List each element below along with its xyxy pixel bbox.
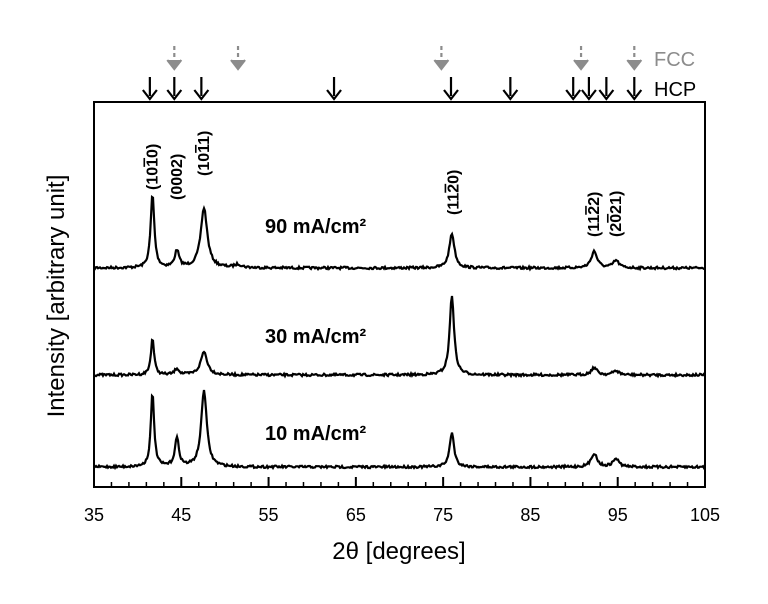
svg-text:(1011): (1011) bbox=[196, 131, 213, 176]
svg-text:(1120): (1120) bbox=[446, 170, 463, 215]
hcp-marker-arrow bbox=[598, 77, 615, 101]
hcp-marker-arrow bbox=[166, 77, 183, 101]
x-tick-label: 65 bbox=[346, 505, 366, 525]
hcp-marker-arrow bbox=[581, 77, 597, 101]
svg-text:(1122): (1122) bbox=[586, 192, 603, 237]
hcp-marker-arrow bbox=[626, 77, 643, 101]
svg-text:(0002): (0002) bbox=[169, 154, 186, 200]
fcc-marker-arrow bbox=[573, 46, 589, 71]
series-curve bbox=[92, 194, 706, 272]
y-axis-title: Intensity [arbitrary unit] bbox=[43, 175, 70, 418]
legend-fcc-label: FCC bbox=[654, 49, 695, 71]
peak-label: (0002) bbox=[169, 154, 186, 200]
hcp-marker-arrow bbox=[193, 77, 210, 101]
series-label: 30 mA/cm² bbox=[265, 326, 366, 348]
series-label: 10 mA/cm² bbox=[265, 423, 366, 445]
diffraction-curves bbox=[92, 194, 706, 471]
hcp-marker-arrow bbox=[502, 77, 519, 101]
fcc-marker-arrow bbox=[230, 46, 246, 71]
x-tick-label: 55 bbox=[259, 505, 279, 525]
hcp-marker-arrow bbox=[326, 77, 342, 101]
x-tick-label: 75 bbox=[433, 505, 453, 525]
x-tick-label: 45 bbox=[171, 505, 191, 525]
peak-label: (1120) bbox=[446, 170, 463, 215]
peak-label: (1010) bbox=[144, 144, 161, 190]
hcp-marker-arrow bbox=[443, 77, 459, 101]
peak-label: (1011) bbox=[196, 131, 213, 176]
peak-label: (2021) bbox=[608, 191, 625, 237]
x-tick-label: 95 bbox=[608, 505, 628, 525]
peak-label: (1122) bbox=[586, 192, 603, 237]
fcc-marker-arrow bbox=[626, 46, 643, 71]
legend: FCC HCP bbox=[654, 49, 696, 101]
svg-text:(1010): (1010) bbox=[144, 144, 161, 190]
hcp-marker-arrow bbox=[565, 77, 582, 101]
series-labels: 90 mA/cm² 30 mA/cm² 10 mA/cm² bbox=[265, 216, 366, 445]
legend-hcp-label: HCP bbox=[654, 79, 696, 101]
x-tick-label: 85 bbox=[520, 505, 540, 525]
x-tick-label: 35 bbox=[84, 505, 104, 525]
series-curve bbox=[93, 389, 706, 471]
fcc-marker-arrow bbox=[166, 46, 183, 71]
x-axis-title: 2θ [degrees] bbox=[332, 538, 465, 565]
plot-frame bbox=[93, 101, 706, 488]
x-axis-ticks: 35 45 55 65 75 85 95 105 bbox=[84, 477, 720, 525]
hcp-marker-arrow bbox=[141, 77, 158, 101]
peak-labels: (1010) (0002) (1011) (1120) (1122) (2021) bbox=[144, 131, 624, 237]
x-tick-label: 105 bbox=[690, 505, 720, 525]
svg-text:(2021): (2021) bbox=[608, 191, 625, 237]
series-label: 90 mA/cm² bbox=[265, 216, 366, 238]
fcc-marker-arrow bbox=[433, 46, 450, 71]
series-curve bbox=[93, 295, 706, 379]
reference-markers bbox=[141, 46, 643, 101]
